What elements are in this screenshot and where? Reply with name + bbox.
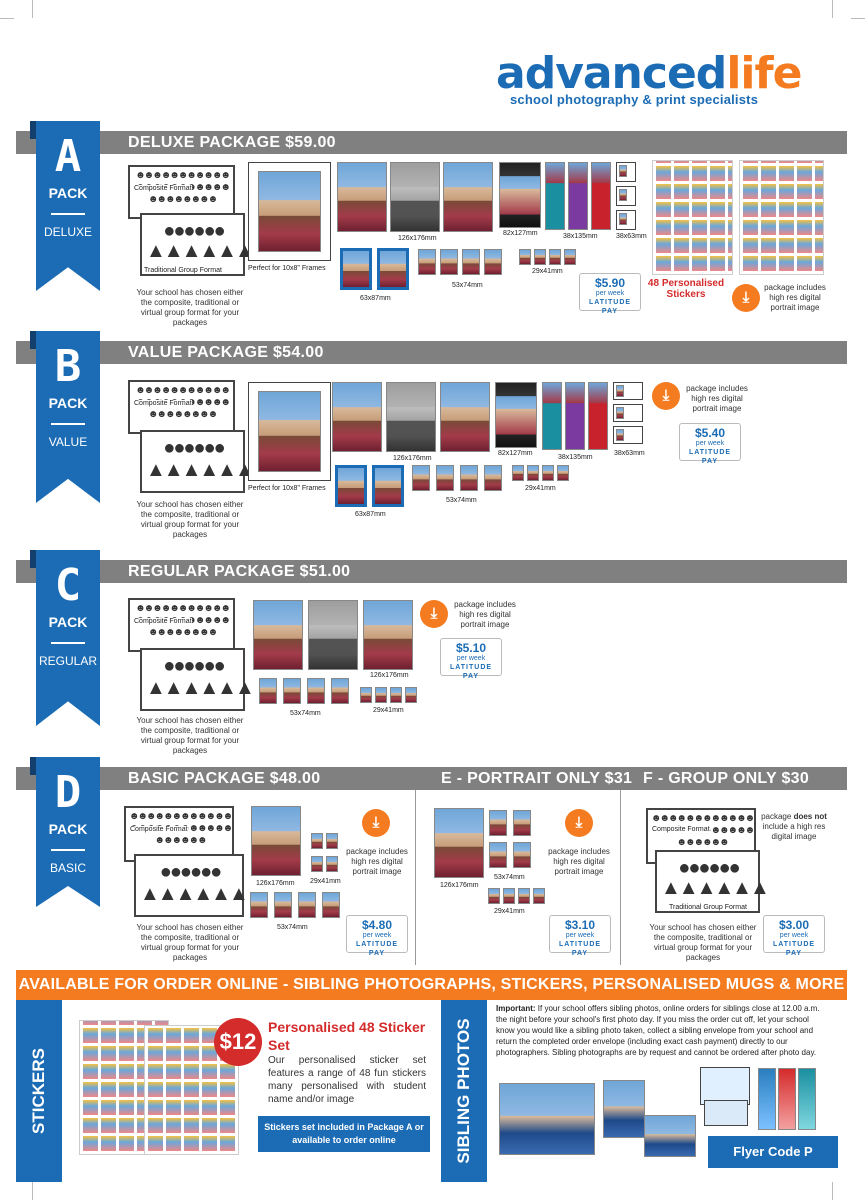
stickers-tab: STICKERS bbox=[16, 1000, 62, 1182]
package-f-title: F - GROUP ONLY $30 bbox=[643, 770, 810, 787]
school-note-a: Your school has chosen either the compos… bbox=[136, 288, 244, 327]
sticker-set-note: Stickers set included in Package A or av… bbox=[258, 1116, 430, 1152]
brand-tagline: school photography & print specialists bbox=[510, 92, 759, 107]
school-note-b: Your school has chosen either the compos… bbox=[136, 500, 244, 539]
composite-format-c: ☻☻☻☻☻☻☻☻☻☻☻☻☻☻☻☻☻☻☻☻☻☻☻☻☻☻☻☻☻☻ Composite… bbox=[128, 598, 235, 652]
photo-82-a bbox=[499, 162, 541, 228]
stickers-label-a: 48 Personalised Stickers bbox=[647, 278, 725, 300]
latitude-pay-d: $4.80 per week LATITUDE PAY bbox=[346, 915, 408, 957]
traditional-format-f: ●●●●●● ▲▲▲▲▲▲ Traditional Group Format bbox=[655, 850, 770, 913]
download-icon-a: ⤓ bbox=[732, 284, 760, 312]
download-icon-e: ⤓ bbox=[565, 809, 593, 837]
flyer-code: Flyer Code P bbox=[708, 1136, 838, 1168]
online-banner: AVAILABLE FOR ORDER ONLINE - SIBLING PHO… bbox=[16, 970, 847, 1000]
latitude-pay-e: $3.10 per week LATITUDE PAY bbox=[549, 915, 611, 957]
traditional-format-c: ●●●●●● ▲▲▲▲▲▲ bbox=[140, 648, 255, 711]
no-hires-note: package does not include a high res digi… bbox=[761, 812, 827, 841]
school-note-c: Your school has chosen either the compos… bbox=[136, 716, 244, 755]
sibling-photo-1 bbox=[499, 1083, 595, 1155]
sibling-photo-2 bbox=[603, 1080, 645, 1138]
package-c-title: REGULAR PACKAGE $51.00 bbox=[16, 560, 847, 583]
pack-d-ribbon: D PACK BASIC bbox=[36, 757, 100, 907]
sticker-set-title: Personalised 48 Sticker Set bbox=[268, 1019, 426, 1053]
traditional-format-a: ●●●●●● ▲▲▲▲▲▲ Traditional Group Format bbox=[140, 213, 255, 276]
download-icon-c: ⤓ bbox=[420, 600, 448, 628]
composite-format-a: ☻☻☻☻☻☻☻☻☻☻☻☻☻☻☻☻☻☻☻☻☻☻☻☻☻☻☻☻☻☻ Composite… bbox=[128, 165, 235, 219]
traditional-format-d: ●●●●●● ▲▲▲▲▲▲ bbox=[134, 854, 249, 917]
sticker-sheet-a1 bbox=[652, 160, 733, 275]
latitude-pay-a: $5.90 per week LATITUDE PAY bbox=[579, 273, 641, 315]
photo-126-a2 bbox=[390, 162, 440, 232]
download-icon-d: ⤓ bbox=[362, 809, 390, 837]
price-badge: $12 bbox=[214, 1018, 262, 1066]
frame-10x8-b bbox=[248, 382, 331, 481]
photo-63-a2 bbox=[377, 248, 409, 290]
brand-logo: advancedlife bbox=[496, 48, 802, 99]
bookmark-a1 bbox=[545, 162, 565, 230]
package-d-title: BASIC PACKAGE $48.00 E - PORTRAIT ONLY $… bbox=[16, 767, 847, 790]
sibling-photos-tab: SIBLING PHOTOS bbox=[441, 1000, 487, 1182]
package-a-title: DELUXE PACKAGE $59.00 bbox=[16, 131, 847, 154]
pack-b-ribbon: B PACK VALUE bbox=[36, 331, 100, 503]
school-note-f: Your school has chosen either the compos… bbox=[649, 923, 757, 962]
sibling-important-text: Important: If your school offers sibling… bbox=[496, 1004, 820, 1057]
sticker-sheet-a2 bbox=[739, 160, 824, 275]
traditional-format-b: ●●●●●● ▲▲▲▲▲▲ bbox=[140, 430, 255, 493]
frame-10x8-a bbox=[248, 162, 331, 261]
photo-63-a1 bbox=[340, 248, 372, 290]
latitude-pay-b: $5.40 per week LATITUDE PAY bbox=[679, 423, 741, 465]
latitude-pay-f: $3.00 per week LATITUDE PAY bbox=[763, 915, 825, 957]
composite-format-d: ☻☻☻☻☻☻☻☻☻☻☻☻☻☻☻☻☻☻☻☻☻☻☻☻☻☻☻☻☻☻ Composite… bbox=[124, 806, 234, 862]
sticker-set-desc: Our personalised sticker set features a … bbox=[268, 1055, 426, 1105]
package-b-title: VALUE PACKAGE $54.00 bbox=[16, 341, 847, 364]
download-icon-b: ⤓ bbox=[652, 382, 680, 410]
latitude-pay-c: $5.10 per week LATITUDE PAY bbox=[440, 638, 502, 680]
pack-a-ribbon: A PACK DELUXE bbox=[36, 121, 100, 291]
pack-c-ribbon: C PACK REGULAR bbox=[36, 550, 100, 726]
school-note-d: Your school has chosen either the compos… bbox=[136, 923, 244, 962]
composite-format-b: ☻☻☻☻☻☻☻☻☻☻☻☻☻☻☻☻☻☻☻☻☻☻☻☻☻☻☻☻☻☻ Composite… bbox=[128, 380, 235, 434]
sibling-photo-3 bbox=[644, 1115, 696, 1157]
bookmark-a2 bbox=[568, 162, 588, 230]
photo-126-a3 bbox=[443, 162, 493, 232]
photo-126-a1 bbox=[337, 162, 387, 232]
bookmark-a3 bbox=[591, 162, 611, 230]
package-e-title: E - PORTRAIT ONLY $31 bbox=[441, 770, 633, 787]
